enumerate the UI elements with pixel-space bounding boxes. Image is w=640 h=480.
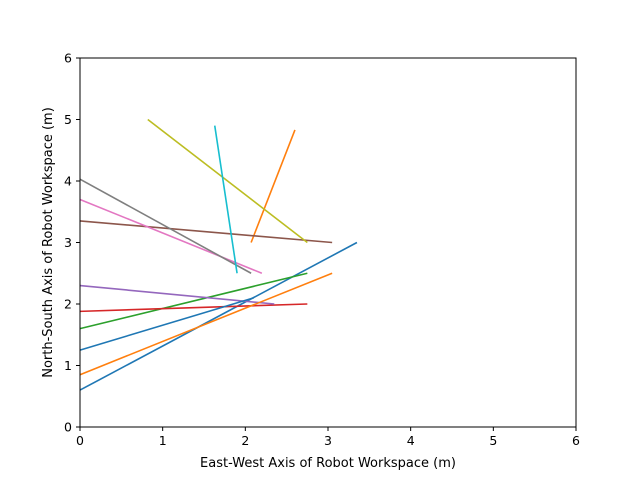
- series-line-10: [213, 125, 238, 274]
- x-tick-label: 2: [241, 433, 249, 448]
- series-line-11: [79, 297, 254, 351]
- series-layer: [79, 118, 358, 391]
- series-line-8: [79, 178, 252, 274]
- series-line-2: [250, 129, 296, 243]
- y-tick-label: 6: [64, 51, 72, 66]
- x-tick-label: 1: [159, 433, 167, 448]
- series-line-1: [79, 241, 358, 391]
- x-tick-label: 0: [76, 433, 84, 448]
- series-line-12: [79, 272, 333, 376]
- x-tick-label: 6: [572, 433, 580, 448]
- y-tick-label: 0: [64, 420, 72, 435]
- y-tick-label: 1: [64, 358, 72, 373]
- y-axis-ticks: 0 1 2 3 4 5 6: [64, 51, 80, 435]
- y-tick-label: 4: [64, 174, 72, 189]
- x-tick-label: 5: [489, 433, 497, 448]
- series-line-9: [147, 118, 308, 244]
- y-tick-label: 2: [64, 297, 72, 312]
- y-axis-label: North-South Axis of Robot Workspace (m): [41, 107, 56, 378]
- series-line-6: [79, 220, 333, 244]
- x-tick-label: 4: [407, 433, 415, 448]
- x-tick-label: 3: [324, 433, 332, 448]
- series-line-4: [79, 303, 308, 313]
- x-axis-label: East-West Axis of Robot Workspace (m): [200, 456, 456, 471]
- x-axis-ticks: 0 1 2 3 4 5 6: [76, 427, 580, 448]
- y-tick-label: 3: [64, 235, 72, 250]
- series-line-7: [79, 198, 263, 274]
- y-tick-label: 5: [64, 112, 72, 127]
- series-line-3: [79, 272, 308, 330]
